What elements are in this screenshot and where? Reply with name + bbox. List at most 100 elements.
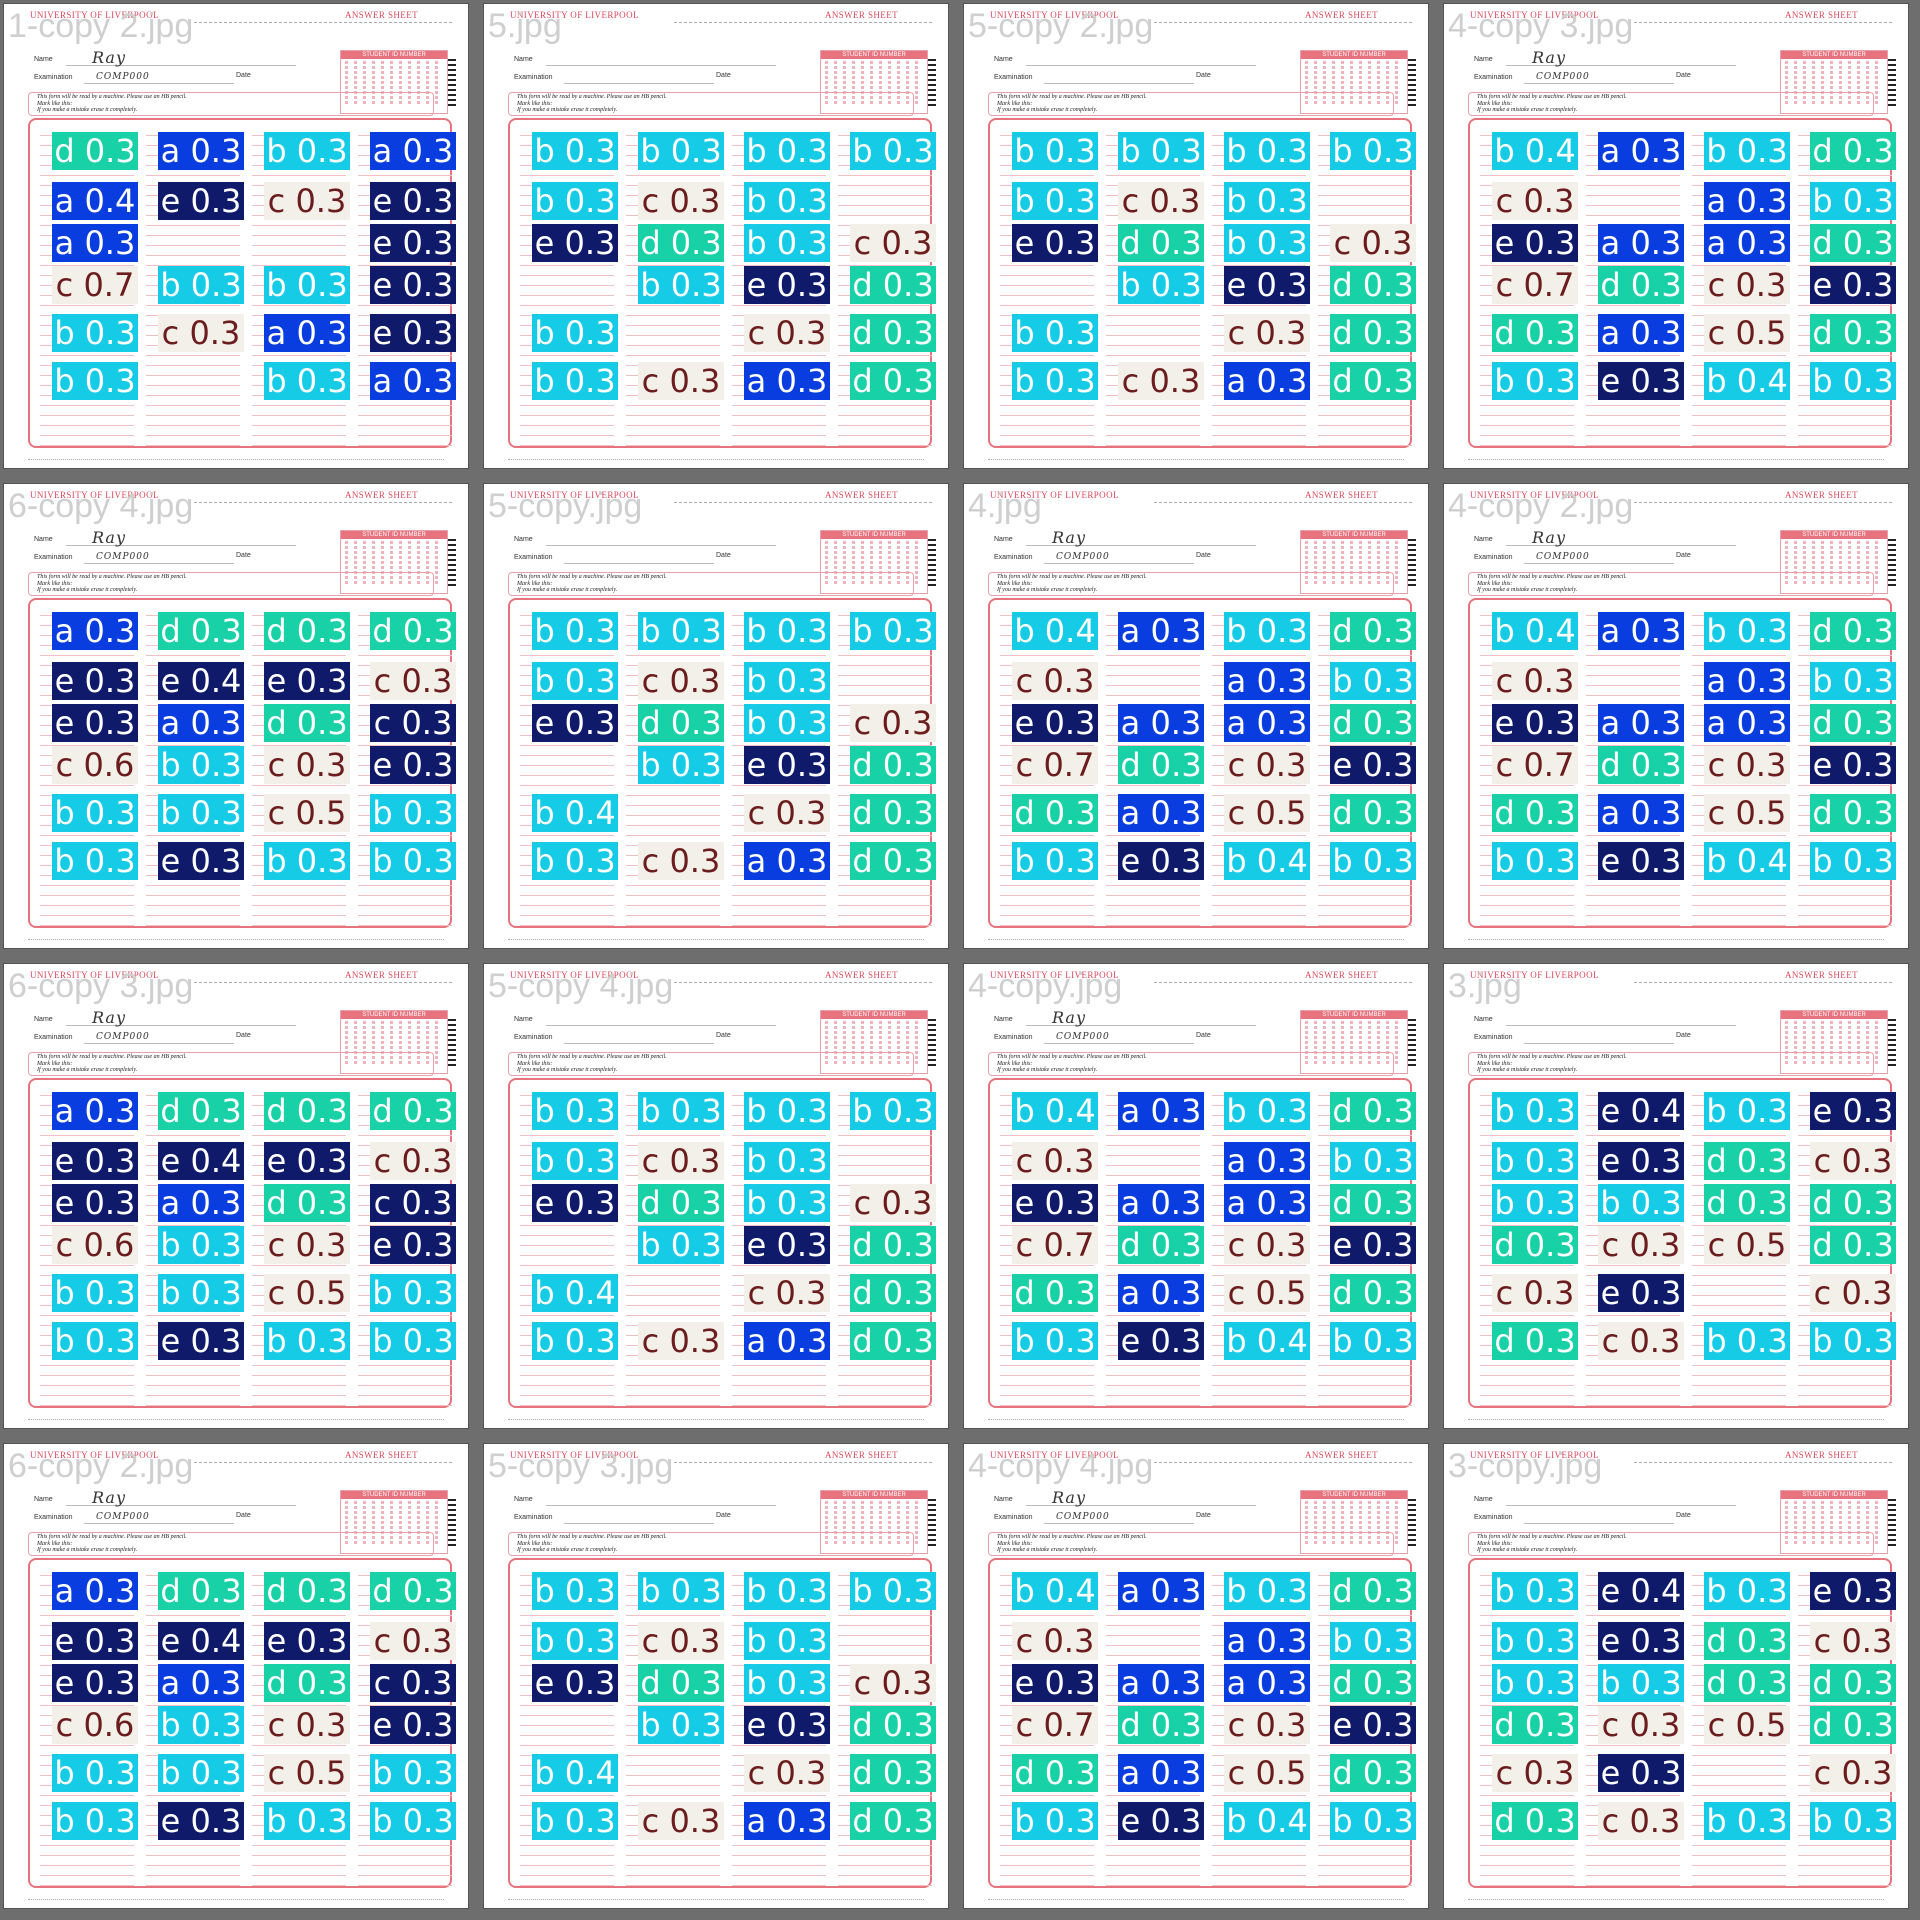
detection-label: c 0.5 — [1224, 1754, 1310, 1792]
detection-label: d 0.3 — [370, 612, 456, 650]
student-id-row — [1305, 1501, 1403, 1504]
exam-label: Examination — [514, 554, 553, 561]
student-id-row — [1305, 576, 1403, 579]
name-label: Name — [514, 536, 533, 543]
student-id-row — [345, 566, 443, 569]
detection-label: e 0.3 — [744, 1226, 830, 1264]
instruction-line: If you make a mistake erase it completel… — [1477, 107, 1578, 113]
detection-label: a 0.3 — [52, 1572, 138, 1610]
header-divider — [194, 22, 452, 23]
detection-label: b 0.3 — [532, 662, 618, 700]
detection-label: b 0.3 — [1492, 362, 1578, 400]
tile-filename: 5-copy 2.jpg — [968, 7, 1154, 45]
student-id-row — [1785, 576, 1883, 579]
form-footer — [1468, 1899, 1884, 1900]
date-label: Date — [716, 1032, 731, 1039]
detection-label: b 0.4 — [1012, 1092, 1098, 1130]
detection-label: b 0.3 — [744, 1184, 830, 1222]
student-id-row — [1785, 61, 1883, 64]
detection-label: b 0.3 — [532, 612, 618, 650]
timing-marks — [928, 56, 936, 106]
detection-label: b 0.3 — [264, 132, 350, 170]
exam-label: Examination — [514, 1514, 553, 1521]
student-id-row — [1785, 86, 1883, 89]
student-id-row — [345, 1521, 443, 1524]
grid-tile: UNIVERSITY OF LIVERPOOL ANSWER SHEET Name E… — [483, 483, 949, 949]
detection-label: b 0.3 — [370, 1802, 456, 1840]
detection-label: b 0.3 — [744, 704, 830, 742]
student-id-row — [1785, 1041, 1883, 1044]
instruction-line: If you make a mistake erase it completel… — [517, 1067, 618, 1073]
handwritten-exam: COMP000 — [96, 72, 150, 82]
detection-label: b 0.3 — [532, 1802, 618, 1840]
detection-label: c 0.5 — [1224, 1274, 1310, 1312]
detection-label: e 0.3 — [1012, 1664, 1098, 1702]
student-id-row — [1305, 101, 1403, 104]
form-sheet-title: ANSWER SHEET — [344, 10, 418, 20]
detection-label: c 0.5 — [264, 794, 350, 832]
tile-filename: 3-copy.jpg — [1448, 1447, 1603, 1485]
detection-label: b 0.4 — [532, 1754, 618, 1792]
student-id-row — [825, 551, 923, 554]
header-divider — [674, 22, 932, 23]
detection-label: b 0.3 — [744, 1664, 830, 1702]
grid-tile: UNIVERSITY OF LIVERPOOL ANSWER SHEET Name E… — [963, 483, 1429, 949]
detection-label: b 0.3 — [1224, 224, 1310, 262]
detection-label: b 0.3 — [52, 842, 138, 880]
detection-label: e 0.3 — [1598, 1142, 1684, 1180]
detection-label: d 0.3 — [1330, 314, 1416, 352]
grid-tile: UNIVERSITY OF LIVERPOOL ANSWER SHEET Name E… — [3, 963, 469, 1429]
detection-label: a 0.3 — [1704, 662, 1790, 700]
detection-label: a 0.3 — [1704, 704, 1790, 742]
detection-label: c 0.7 — [1492, 266, 1578, 304]
form-footer — [508, 1899, 924, 1900]
date-label: Date — [716, 552, 731, 559]
instructions-box: This form will be read by a machine. Ple… — [988, 1052, 1394, 1076]
instruction-line: This form will be read by a machine. Ple… — [517, 1534, 667, 1540]
detection-label: c 0.7 — [1012, 746, 1098, 784]
detection-label: d 0.3 — [1118, 224, 1204, 262]
detection-label: d 0.3 — [158, 1572, 244, 1610]
handwritten-name: Ray — [1052, 1008, 1086, 1027]
detection-label: a 0.3 — [264, 314, 350, 352]
detection-label: e 0.3 — [532, 1664, 618, 1702]
instructions-box: This form will be read by a machine. Ple… — [28, 572, 434, 596]
date-label: Date — [1676, 1032, 1691, 1039]
form-footer — [28, 459, 444, 460]
detection-label: d 0.3 — [1492, 794, 1578, 832]
tile-filename: 5-copy 4.jpg — [488, 967, 674, 1005]
instructions-box: This form will be read by a machine. Ple… — [988, 1532, 1394, 1556]
form-sheet-title: ANSWER SHEET — [1784, 490, 1858, 500]
detection-label: d 0.3 — [1330, 1274, 1416, 1312]
detection-label: e 0.3 — [370, 746, 456, 784]
detection-label: d 0.3 — [1598, 266, 1684, 304]
name-line — [1506, 64, 1736, 66]
form-sheet-title: ANSWER SHEET — [1784, 1450, 1858, 1460]
instruction-line: This form will be read by a machine. Ple… — [37, 94, 187, 100]
form-sheet-title: ANSWER SHEET — [824, 1450, 898, 1460]
student-id-row — [345, 581, 443, 584]
detection-label: c 0.3 — [1598, 1322, 1684, 1360]
detection-label: b 0.4 — [1224, 1322, 1310, 1360]
tile-filename: 5-copy.jpg — [488, 487, 643, 525]
student-id-row — [1305, 1536, 1403, 1539]
grid-tile: UNIVERSITY OF LIVERPOOL ANSWER SHEET Name E… — [1443, 483, 1909, 949]
instruction-line: Mark like this: — [517, 101, 553, 107]
detection-label: e 0.3 — [370, 1706, 456, 1744]
name-line — [1026, 544, 1256, 546]
detection-label: d 0.3 — [1810, 1706, 1896, 1744]
detection-label: b 0.3 — [638, 266, 724, 304]
detection-label: d 0.3 — [1012, 1274, 1098, 1312]
detection-label: b 0.3 — [1224, 1092, 1310, 1130]
detection-label: b 0.3 — [1492, 1622, 1578, 1660]
form-university-title: UNIVERSITY OF LIVERPOOL — [1470, 490, 1599, 500]
detection-label: c 0.6 — [52, 1706, 138, 1744]
student-id-row — [345, 86, 443, 89]
student-id-grid: STUDENT ID NUMBER — [1780, 50, 1888, 114]
student-id-row — [345, 1501, 443, 1504]
student-id-row — [1785, 1521, 1883, 1524]
timing-marks — [1408, 536, 1416, 586]
exam-line — [1044, 1522, 1194, 1524]
tile-filename: 6-copy 2.jpg — [8, 1447, 194, 1485]
detection-label: b 0.3 — [1810, 842, 1896, 880]
